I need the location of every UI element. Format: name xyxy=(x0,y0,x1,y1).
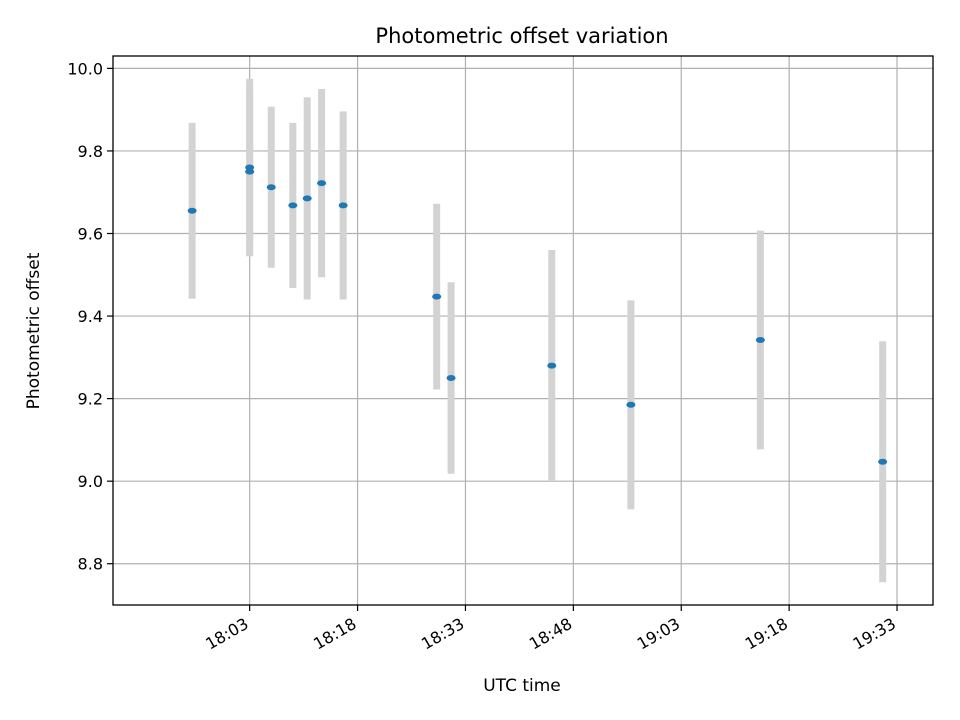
data-point xyxy=(626,401,636,408)
x-tick-label: 18:03 xyxy=(202,614,251,654)
data-point xyxy=(755,336,765,343)
y-tick-label: 8.8 xyxy=(78,555,103,574)
y-tick-label: 9.0 xyxy=(78,472,103,491)
x-tick-label: 18:33 xyxy=(418,614,467,654)
y-tick-label: 9.2 xyxy=(78,390,103,409)
x-tick-label: 19:33 xyxy=(850,614,899,654)
data-point xyxy=(547,362,557,369)
error-bars xyxy=(188,78,887,583)
data-points xyxy=(187,164,888,465)
data-point xyxy=(187,207,197,214)
data-point xyxy=(446,374,456,381)
data-point xyxy=(245,168,255,175)
data-point xyxy=(288,202,298,209)
y-axis: 8.8 9.0 9.2 9.4 9.6 9.8 10.0 xyxy=(67,59,113,574)
grid-lines xyxy=(113,56,933,605)
x-tick-label: 19:18 xyxy=(742,614,791,654)
chart-title: Photometric offset variation xyxy=(375,24,668,48)
data-point xyxy=(338,202,348,209)
x-tick-label: 19:03 xyxy=(634,614,683,654)
x-tick-label: 18:18 xyxy=(310,614,359,654)
y-tick-label: 9.8 xyxy=(78,142,103,161)
y-tick-label: 10.0 xyxy=(67,59,103,78)
data-point xyxy=(266,184,276,191)
y-tick-label: 9.4 xyxy=(78,307,103,326)
x-axis-label: UTC time xyxy=(483,676,561,696)
data-point xyxy=(245,164,255,171)
x-tick-label: 18:48 xyxy=(526,614,575,654)
y-tick-label: 9.6 xyxy=(78,224,103,243)
y-axis-label: Photometric offset xyxy=(24,252,44,409)
data-point xyxy=(432,293,442,300)
data-point xyxy=(317,180,327,187)
data-point xyxy=(878,458,888,465)
plot-area-frame xyxy=(112,55,934,606)
data-point xyxy=(302,195,312,202)
x-axis: 18:03 18:18 18:33 18:48 19:03 19:18 19:33 xyxy=(202,605,899,654)
